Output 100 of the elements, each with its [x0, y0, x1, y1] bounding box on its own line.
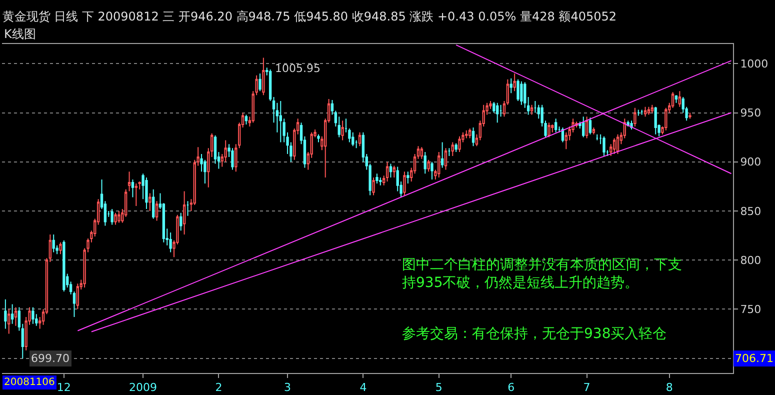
candlestick [182, 190, 186, 236]
x-tick-label: 2 [215, 381, 222, 394]
candlestick [458, 136, 461, 153]
x-tick-label: 7 [583, 381, 590, 394]
candlestick [110, 208, 114, 226]
candlestick [169, 232, 172, 253]
y-tick-label: 850 [740, 204, 762, 218]
candlestick [510, 78, 512, 94]
candlestick [664, 107, 668, 131]
candlestick [513, 72, 516, 92]
candlestick [678, 90, 682, 108]
y-tick-label: 900 [740, 156, 762, 169]
candlestick [406, 171, 410, 184]
text: 20081106 [4, 377, 55, 388]
candlestick [8, 308, 10, 334]
candlestick [372, 177, 375, 196]
candlestick [427, 159, 430, 172]
x-tick-label: 6 [508, 381, 515, 394]
candlestick [403, 171, 406, 196]
candlestick [262, 57, 265, 96]
candlestick [14, 306, 18, 326]
candlestick [496, 102, 499, 124]
y-tick-label: 800 [740, 254, 762, 267]
candlestick [148, 192, 152, 212]
candlestick [152, 188, 155, 220]
candlestick [465, 130, 468, 139]
candlestick [231, 148, 234, 170]
annotation: 699.70 [31, 352, 70, 365]
candlestick [4, 298, 7, 330]
candlestick [317, 134, 320, 143]
candlestick [76, 283, 80, 310]
candlestick [128, 171, 131, 192]
candlestick [444, 148, 448, 170]
candlestick [454, 142, 458, 153]
candlestick [634, 107, 636, 127]
candlestick [32, 306, 34, 324]
candlestick [131, 179, 134, 198]
candlestick [134, 182, 138, 207]
x-tick-label: 8 [666, 381, 673, 394]
candlestick [279, 100, 282, 143]
candlestick [258, 72, 262, 92]
candlestick [582, 116, 585, 138]
candlestick [650, 104, 654, 114]
candlestick [644, 106, 647, 118]
candlestick [145, 177, 148, 210]
candlestick [352, 132, 354, 147]
candlestick [341, 120, 344, 141]
annotation: 参考交易：有仓保持，无仓于938买入轻仓 [402, 326, 667, 342]
candlestick [186, 200, 190, 216]
candlestick [155, 200, 158, 222]
candlestick [468, 128, 472, 139]
x-tick-label: 3 [284, 381, 292, 394]
candlestick [244, 114, 248, 126]
candlestick [647, 106, 650, 116]
candlestick [451, 142, 454, 156]
annotation: 1005.95 [275, 62, 320, 75]
candlestick [389, 163, 392, 178]
candlestick [448, 148, 451, 156]
candlestick [59, 242, 62, 255]
y-tick-label: 1000 [740, 57, 768, 70]
candlestick [674, 94, 678, 104]
x-tick-label: 4 [360, 381, 367, 394]
candlestick [386, 161, 389, 182]
candlestick [548, 122, 550, 138]
candlestick [114, 212, 117, 226]
candlestick [585, 116, 588, 139]
candlestick [392, 165, 396, 178]
candlestick [640, 109, 644, 116]
y-tick-label: 950 [740, 106, 762, 120]
candlestick [472, 126, 475, 147]
candlestick [520, 80, 523, 106]
candlestick [637, 109, 640, 116]
chart-title: 黄金现货 日线 下 20090812 三 开946.20 高948.75 低945.80 收948.85 涨跌 +0.43 0.05% 量428 额405052 [2, 9, 617, 24]
x-tick-label: 5 [435, 381, 442, 394]
candlestick [52, 234, 55, 253]
candlestick [554, 118, 558, 133]
candlestick [379, 177, 382, 186]
candlestick [654, 106, 657, 135]
y-tick-label: 750 [740, 303, 762, 316]
candlestick [516, 78, 520, 102]
candlestick [10, 304, 14, 324]
x-tick-label: 2009 [129, 381, 158, 394]
candlestick [358, 132, 362, 147]
candlestick [430, 161, 434, 180]
candlestick [602, 136, 606, 156]
candlestick [424, 152, 426, 174]
x-tick-label: 12 [56, 381, 71, 394]
candlestick [616, 134, 620, 154]
candlestick [180, 212, 182, 232]
candlestick [612, 138, 616, 154]
candlestick [592, 126, 596, 135]
candlestick [214, 134, 217, 164]
candlestick [530, 104, 534, 116]
candlestick [376, 173, 378, 184]
chart-subtitle: K线图 [4, 27, 36, 41]
candlestick [596, 134, 598, 141]
candlestick [440, 142, 444, 168]
candlestick [688, 112, 692, 120]
candlestick [62, 240, 66, 292]
candlestick [420, 146, 424, 160]
